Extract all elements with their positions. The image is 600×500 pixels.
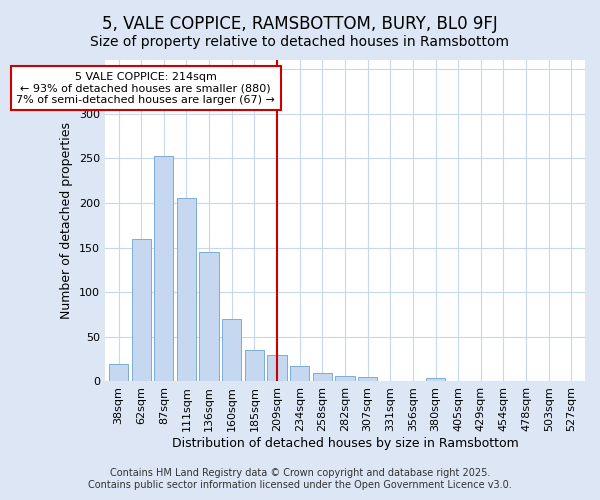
Bar <box>109 364 128 382</box>
Bar <box>290 366 310 382</box>
Y-axis label: Number of detached properties: Number of detached properties <box>61 122 73 319</box>
Bar <box>358 377 377 382</box>
Bar <box>245 350 264 382</box>
Bar <box>154 156 173 382</box>
Bar <box>131 238 151 382</box>
Bar <box>177 198 196 382</box>
Text: Size of property relative to detached houses in Ramsbottom: Size of property relative to detached ho… <box>91 35 509 49</box>
X-axis label: Distribution of detached houses by size in Ramsbottom: Distribution of detached houses by size … <box>172 437 518 450</box>
Text: Contains HM Land Registry data © Crown copyright and database right 2025.
Contai: Contains HM Land Registry data © Crown c… <box>88 468 512 490</box>
Bar <box>199 252 219 382</box>
Bar <box>426 378 445 382</box>
Text: 5, VALE COPPICE, RAMSBOTTOM, BURY, BL0 9FJ: 5, VALE COPPICE, RAMSBOTTOM, BURY, BL0 9… <box>102 15 498 33</box>
Bar <box>268 354 287 382</box>
Bar <box>222 319 241 382</box>
Text: 5 VALE COPPICE: 214sqm
← 93% of detached houses are smaller (880)
7% of semi-det: 5 VALE COPPICE: 214sqm ← 93% of detached… <box>16 72 275 105</box>
Bar <box>335 376 355 382</box>
Bar <box>313 372 332 382</box>
